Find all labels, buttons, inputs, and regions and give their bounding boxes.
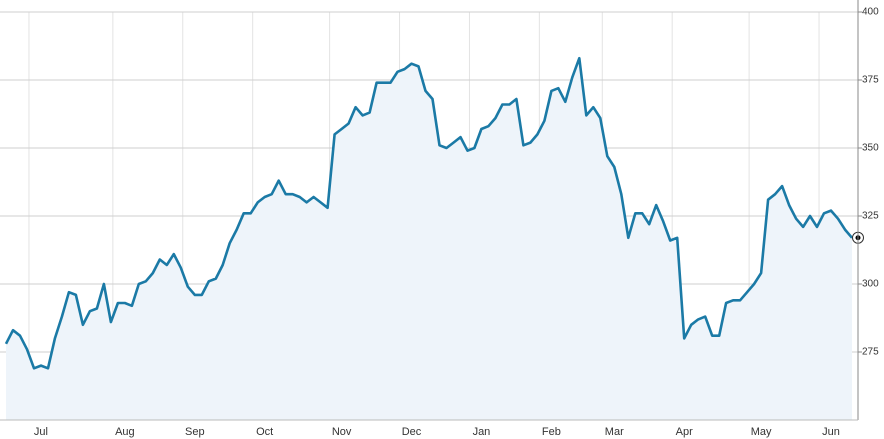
- y-tick-label: 325: [862, 211, 879, 222]
- x-tick-label: Sep: [185, 426, 205, 438]
- y-tick-label: 350: [862, 143, 879, 154]
- y-tick-label: 400: [862, 7, 879, 18]
- y-tick-label: 375: [862, 75, 879, 86]
- x-tick-label: Jun: [822, 426, 840, 438]
- x-tick-label: Dec: [402, 426, 422, 438]
- x-tick-label: Apr: [676, 426, 693, 438]
- x-tick-label: Mar: [605, 426, 624, 438]
- area: [6, 58, 852, 420]
- x-tick-label: Jan: [473, 426, 491, 438]
- x-tick-label: Oct: [256, 426, 273, 438]
- x-tick-label: Nov: [332, 426, 352, 438]
- price-line: [4, 56, 853, 370]
- y-tick-label: 300: [862, 279, 879, 290]
- x-tick-label: Aug: [115, 426, 135, 438]
- x-tick-label: Feb: [542, 426, 561, 438]
- y-tick-label: 275: [862, 347, 879, 358]
- x-tick-label: Jul: [34, 426, 48, 438]
- x-tick-label: May: [751, 426, 772, 438]
